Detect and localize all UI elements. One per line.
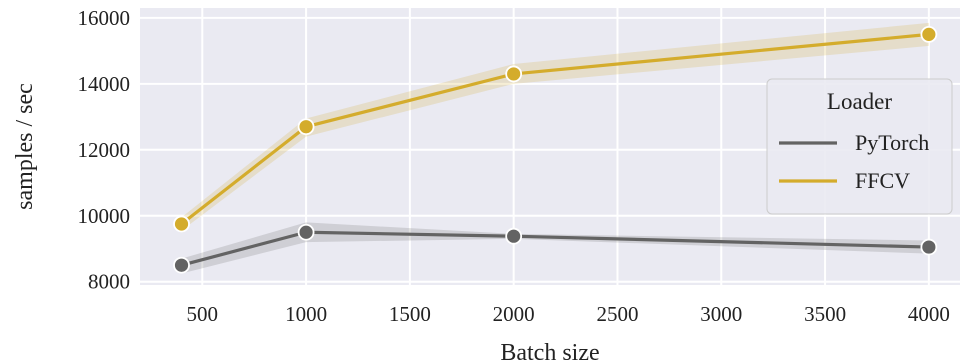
legend-title: Loader <box>827 89 892 114</box>
pytorch-point-1 <box>297 223 315 241</box>
pytorch-point-3 <box>920 238 938 256</box>
y-tick-label-2: 12000 <box>78 138 131 162</box>
ffcv-point-0 <box>173 215 190 233</box>
ffcv-point-3 <box>920 25 938 43</box>
y-axis-label: samples / sec <box>12 83 38 210</box>
pytorch-point-2 <box>505 227 523 245</box>
x-tick-label-2: 1500 <box>389 302 431 326</box>
pytorch-line <box>181 230 929 267</box>
y-tick-label-3: 14000 <box>78 72 131 96</box>
y-tick-label-0: 8000 <box>88 270 130 294</box>
ffcv-point-1 <box>297 118 315 136</box>
ffcv-point-2 <box>505 65 523 83</box>
x-tick-labels: 500 1000 1500 2000 2500 3000 3500 4000 <box>187 302 950 326</box>
y-tick-label-1: 10000 <box>78 204 131 228</box>
y-tick-label-4: 16000 <box>78 6 131 30</box>
x-tick-label-0: 500 <box>187 302 219 326</box>
series-lines <box>180 32 930 267</box>
data-points <box>173 25 938 274</box>
x-tick-label-7: 4000 <box>908 302 950 326</box>
confidence-bands <box>181 22 929 274</box>
legend-label-ffcv: FFCV <box>855 168 910 193</box>
ffcv-confidence-band <box>181 22 929 231</box>
ffcv-line <box>180 32 930 226</box>
x-tick-label-5: 3000 <box>700 302 742 326</box>
x-tick-label-4: 2500 <box>596 302 638 326</box>
x-axis-label: Batch size <box>500 340 599 364</box>
legend: Loader PyTorch FFCV <box>766 78 953 215</box>
legend-label-pytorch: PyTorch <box>855 130 929 155</box>
pytorch-confidence-band <box>181 222 929 274</box>
x-tick-label-6: 3500 <box>804 302 846 326</box>
pytorch-point-0 <box>173 256 190 274</box>
y-tick-labels: 8000 10000 12000 14000 16000 <box>78 6 131 294</box>
x-tick-label-3: 2000 <box>493 302 535 326</box>
x-tick-label-1: 1000 <box>285 302 327 326</box>
